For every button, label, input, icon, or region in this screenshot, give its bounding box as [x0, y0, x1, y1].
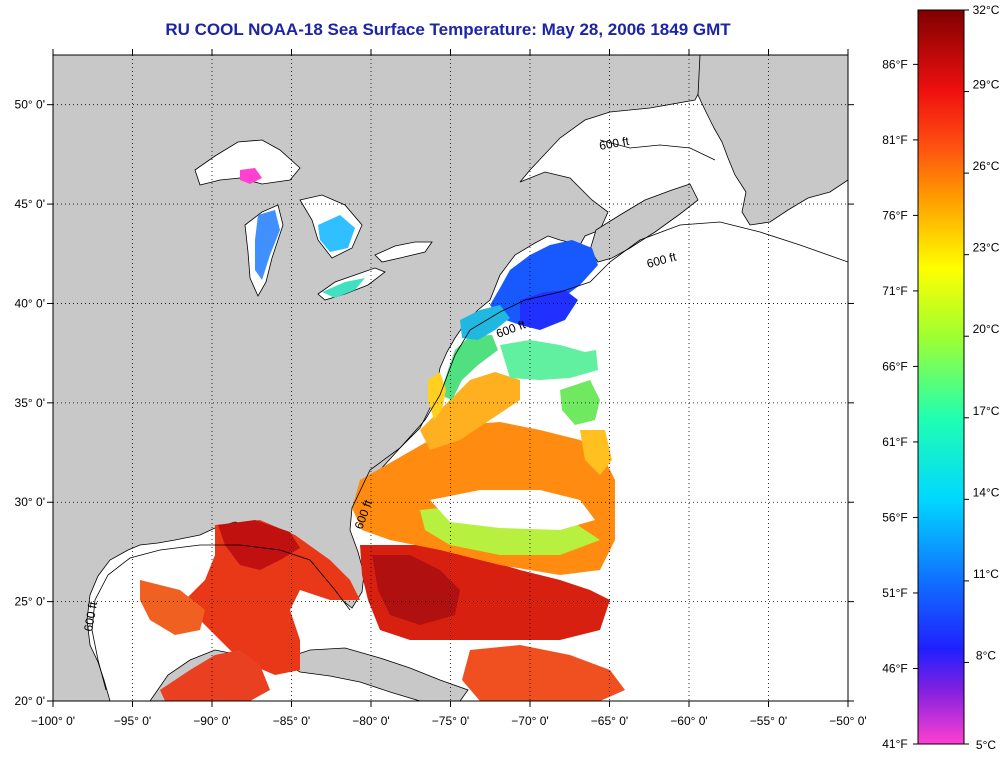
sst-patch-michigan [255, 210, 280, 280]
cb-label-celsius: 5°C [976, 738, 996, 752]
land-nova-scotia [589, 183, 699, 263]
cb-label-celsius: 23°C [973, 241, 1000, 255]
cb-label-fahrenheit: 86°F [882, 57, 907, 71]
lon-tick-label: −70° 0' [511, 714, 548, 728]
map-frame [52, 54, 849, 702]
lake-superior [194, 139, 301, 186]
cb-label-celsius: 8°C [976, 648, 996, 662]
cb-label-celsius: 32°C [973, 3, 1000, 17]
cb-label-celsius: 20°C [973, 322, 1000, 336]
cb-label-fahrenheit: 41°F [882, 737, 907, 751]
map-title: RU COOL NOAA-18 Sea Surface Temperature:… [165, 20, 731, 39]
sst-patch-east-green [560, 380, 600, 425]
cb-label-celsius: 29°C [973, 78, 1000, 92]
colorbar-gradient [917, 9, 965, 745]
lat-tick-label: 20° 0' [15, 694, 45, 708]
colorbar-labels: 32°C 29°C 26°C 23°C 20°C 17°C 14°C 11°C 8°C 5°C 86… [882, 3, 999, 752]
lon-tick-label: −75° 0' [432, 714, 469, 728]
sst-patch-gulf-west [140, 580, 205, 635]
cb-label-fahrenheit: 66°F [882, 359, 907, 373]
sst-patch-huron [318, 215, 355, 252]
cb-label-fahrenheit: 76°F [882, 208, 907, 222]
lat-tick-label: 50° 0' [15, 98, 45, 112]
cb-label-celsius: 11°C [973, 567, 999, 581]
lon-tick-label: −100° 0' [31, 714, 75, 728]
lon-tick-label: −80° 0' [352, 714, 389, 728]
isobath-600ft [91, 139, 848, 691]
graticule [53, 55, 848, 701]
lat-tick-label: 35° 0' [15, 396, 45, 410]
lat-tick-label: 45° 0' [15, 197, 45, 211]
sst-patch-slope [440, 335, 498, 400]
isobath-label-3: 600 ft [81, 600, 100, 633]
lat-tick-label: 25° 0' [15, 595, 45, 609]
cb-label-celsius: 17°C [973, 404, 1000, 418]
cb-label-fahrenheit: 46°F [882, 661, 907, 675]
lon-tick-label: −85° 0' [273, 714, 310, 728]
cb-label-fahrenheit: 51°F [882, 586, 907, 600]
cb-label-fahrenheit: 61°F [882, 435, 907, 449]
sst-patch-gulfstream-edge [420, 372, 520, 450]
cb-label-celsius: 14°C [973, 485, 1000, 499]
lon-tick-label: −50° 0' [829, 714, 866, 728]
cb-label-celsius: 26°C [973, 159, 1000, 173]
sst-patch-slope-ne [500, 340, 598, 380]
cb-label-fahrenheit: 71°F [882, 284, 907, 298]
lake-ontario [374, 241, 433, 263]
sst-patch-yucatan-channel [160, 650, 270, 701]
land-newfoundland [697, 55, 848, 226]
lon-tick-label: −90° 0' [193, 714, 230, 728]
sst-patch-gulf-north [218, 520, 300, 570]
sst-patch-erie [322, 278, 365, 298]
sst-patch-white-gap [430, 490, 595, 530]
lon-tick-label: −95° 0' [114, 714, 151, 728]
isobath-label-5: 600 ft [598, 134, 631, 153]
lon-tick-label: −65° 0' [591, 714, 628, 728]
lon-tick-label: −55° 0' [750, 714, 787, 728]
sst-patch-superior-pink [240, 168, 262, 184]
sst-patch-gulf [185, 520, 360, 675]
cb-label-fahrenheit: 81°F [882, 133, 907, 147]
sst-data-layer [140, 168, 625, 701]
cb-label-fahrenheit: 56°F [882, 510, 907, 524]
sst-patch-east-yellow [580, 430, 612, 475]
lat-tick-label: 30° 0' [15, 495, 45, 509]
axis-labels: −100° 0' −95° 0' −90° 0' −85° 0' −80° 0' −75°… [15, 49, 867, 728]
sst-patch-caribbean [462, 645, 625, 701]
lat-tick-label: 40° 0' [15, 296, 45, 310]
land-cuba [279, 647, 469, 701]
lon-tick-label: −60° 0' [670, 714, 707, 728]
sst-patch-bahamas [372, 555, 460, 625]
sst-patch-georges [520, 290, 578, 330]
